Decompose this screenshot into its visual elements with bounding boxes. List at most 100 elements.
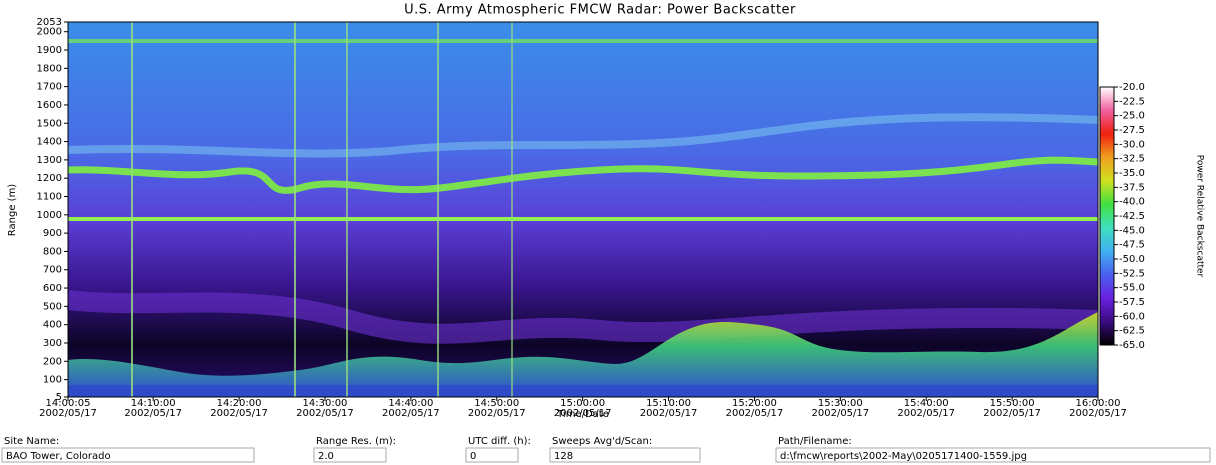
y-axis-label: Range (m) [7, 184, 18, 237]
y-tick-label: 2053 [37, 17, 62, 28]
x-tick-date: 2002/05/17 [554, 408, 612, 419]
x-tick-label: 14:30:00 [303, 398, 348, 409]
heatmap-background [68, 22, 1098, 397]
x-tick-date: 2002/05/17 [983, 408, 1041, 419]
colorbar-tick-label: -55.0 [1119, 283, 1145, 294]
colorbar-label: Power Relative Backscatter [1195, 155, 1205, 278]
field-value: 128 [554, 451, 573, 462]
colorbar-tick-label: -62.5 [1119, 326, 1145, 337]
x-tick-label: 15:20:00 [732, 398, 777, 409]
y-tick-label: 1700 [37, 82, 62, 93]
x-tick-label: 14:10:00 [131, 398, 176, 409]
field-label: Range Res. (m): [316, 436, 396, 447]
colorbar-tick-label: -32.5 [1119, 154, 1145, 165]
x-tick-date: 2002/05/17 [640, 408, 698, 419]
y-tick-label: 600 [43, 283, 62, 294]
x-tick-label: 15:00:00 [560, 398, 605, 409]
y-tick-label: 1500 [37, 118, 62, 129]
heatmap-feature [294, 22, 296, 397]
heatmap-feature [68, 312, 1098, 397]
field-value: d:\fmcw\reports\2002-May\0205171400-1559… [780, 451, 1027, 462]
x-axis-label: Time/Date [556, 409, 609, 420]
y-tick-label: 1600 [37, 100, 62, 111]
x-tick-label: 14:20:00 [217, 398, 262, 409]
heatmap-feature [68, 385, 1098, 397]
y-tick-label: 700 [43, 265, 62, 276]
colorbar-tick-label: -65.0 [1119, 340, 1145, 351]
colorbar-tick-label: -35.0 [1119, 168, 1145, 179]
y-tick-label: 1000 [37, 210, 62, 221]
heatmap-feature [68, 39, 1098, 43]
x-tick-label: 15:10:00 [646, 398, 691, 409]
y-tick-label: 400 [43, 320, 62, 331]
field-value: 2.0 [318, 451, 334, 462]
x-tick-date: 2002/05/17 [39, 408, 97, 419]
heatmap-feature [66, 290, 1099, 344]
y-tick-label: 200 [43, 356, 62, 367]
field-label: UTC diff. (h): [468, 436, 531, 447]
heatmap-feature [67, 113, 1099, 158]
y-tick-label: 1200 [37, 173, 62, 184]
field-label: Site Name: [4, 436, 59, 447]
x-tick-date: 2002/05/17 [1069, 408, 1127, 419]
field-value: BAO Tower, Colorado [6, 451, 111, 462]
y-tick-label: 100 [43, 375, 62, 386]
field-label: Path/Filename: [778, 436, 852, 447]
y-tick-label: 800 [43, 246, 62, 257]
heatmap-feature [437, 22, 439, 397]
x-tick-date: 2002/05/17 [812, 408, 870, 419]
chart-title: U.S. Army Atmospheric FMCW Radar: Power … [404, 3, 796, 18]
heatmap-feature [68, 217, 1098, 221]
y-tick-label: 1800 [37, 63, 62, 74]
colorbar-tick-label: -57.5 [1119, 297, 1145, 308]
colorbar-tick-label: -42.5 [1119, 211, 1145, 222]
x-tick-label: 15:50:00 [990, 398, 1035, 409]
y-tick-label: 1300 [37, 155, 62, 166]
x-tick-label: 14:40:00 [388, 398, 433, 409]
colorbar-tick-label: -20.0 [1119, 82, 1145, 93]
field-box [313, 447, 387, 463]
colorbar-tick-label: -60.0 [1119, 311, 1145, 322]
y-tick-label: 5 [56, 392, 62, 403]
colorbar [1099, 86, 1115, 346]
x-tick-date: 2002/05/17 [897, 408, 955, 419]
heatmap-feature [511, 22, 513, 397]
colorbar-tick-label: -40.0 [1119, 197, 1145, 208]
heatmap-feature [131, 22, 133, 397]
x-tick-date: 2002/05/17 [382, 408, 440, 419]
colorbar-tick-label: -52.5 [1119, 268, 1145, 279]
x-tick-date: 2002/05/17 [726, 408, 784, 419]
x-tick-label: 16:00:00 [1076, 398, 1121, 409]
field-box [1, 447, 255, 463]
y-tick-label: 300 [43, 338, 62, 349]
plot-area [66, 21, 1099, 398]
x-tick-date: 2002/05/17 [124, 408, 182, 419]
colorbar-tick-label: -25.0 [1119, 111, 1145, 122]
heatmap-feature [67, 156, 1099, 194]
field-label: Sweeps Avg'd/Scan: [552, 436, 652, 447]
field-box [465, 447, 519, 463]
colorbar-tick-label: -30.0 [1119, 139, 1145, 150]
x-tick-date: 2002/05/17 [468, 408, 526, 419]
x-tick-date: 2002/05/17 [296, 408, 354, 419]
x-tick-label: 15:40:00 [904, 398, 949, 409]
colorbar-tick-label: -22.5 [1119, 96, 1145, 107]
x-tick-date: 2002/05/17 [210, 408, 268, 419]
field-value: 0 [470, 451, 476, 462]
y-tick-label: 1900 [37, 45, 62, 56]
y-tick-label: 1400 [37, 137, 62, 148]
colorbar-tick-label: -37.5 [1119, 182, 1145, 193]
colorbar-tick-label: -47.5 [1119, 240, 1145, 251]
y-tick-label: 2000 [37, 27, 62, 38]
y-tick-label: 900 [43, 228, 62, 239]
colorbar-tick-label: -45.0 [1119, 225, 1145, 236]
field-box [775, 447, 1211, 463]
colorbar-tick-label: -50.0 [1119, 254, 1145, 265]
field-box [549, 447, 701, 463]
heatmap-feature [346, 22, 348, 397]
x-tick-label: 14:50:00 [474, 398, 519, 409]
colorbar-tick-label: -27.5 [1119, 125, 1145, 136]
y-tick-label: 500 [43, 301, 62, 312]
x-tick-label: 14:00:05 [46, 398, 91, 409]
